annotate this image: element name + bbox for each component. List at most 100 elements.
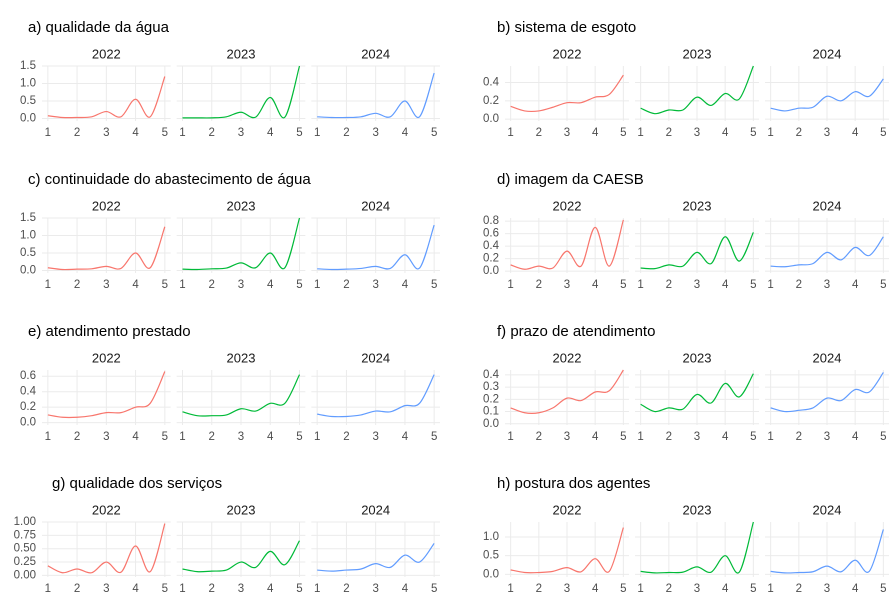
density-line — [317, 224, 435, 271]
x-tick-label: 2 — [74, 127, 80, 139]
density-line — [317, 72, 435, 119]
strip-label: 2024 — [813, 46, 842, 61]
y-tick-label: 0.4 — [20, 386, 37, 398]
panel-title: c) continuidade do abastecimento de água — [28, 171, 311, 188]
strip-label: 2022 — [92, 350, 121, 365]
x-tick-label: 1 — [179, 127, 185, 139]
x-tick-label: 1 — [314, 127, 320, 139]
x-tick-label: 1 — [507, 431, 513, 443]
x-tick-label: 5 — [431, 431, 437, 443]
x-tick-label: 5 — [296, 279, 302, 291]
strip-label: 2024 — [813, 502, 842, 517]
x-tick-label: 2 — [343, 127, 349, 139]
y-tick-label: 0.0 — [20, 417, 36, 429]
x-tick-label: 5 — [750, 583, 756, 595]
x-tick-label: 4 — [267, 127, 274, 139]
density-line — [510, 369, 624, 414]
x-tick-label: 4 — [592, 127, 599, 139]
x-tick-label: 5 — [620, 127, 626, 139]
x-tick-label: 4 — [722, 127, 729, 139]
y-tick-label: 0.0 — [20, 265, 36, 277]
x-tick-label: 3 — [564, 279, 570, 291]
x-tick-label: 4 — [852, 431, 859, 443]
x-tick-label: 2 — [209, 431, 215, 443]
x-tick-label: 4 — [267, 279, 274, 291]
x-tick-label: 4 — [722, 431, 729, 443]
density-line — [47, 76, 166, 119]
x-tick-label: 5 — [880, 127, 886, 139]
x-tick-label: 2 — [796, 127, 802, 139]
strip-label: 2024 — [361, 46, 390, 61]
x-tick-label: 4 — [402, 279, 409, 291]
y-tick-label: 1.5 — [20, 60, 36, 72]
x-tick-label: 3 — [238, 583, 244, 595]
x-tick-label: 3 — [372, 583, 378, 595]
x-tick-label: 3 — [694, 583, 700, 595]
strip-label: 2023 — [683, 502, 712, 517]
x-tick-label: 4 — [132, 431, 139, 443]
strip-label: 2023 — [227, 350, 256, 365]
y-tick-label: 1.5 — [20, 212, 36, 224]
density-line — [182, 217, 301, 271]
x-tick-label: 3 — [372, 127, 378, 139]
x-tick-label: 1 — [45, 431, 51, 443]
x-tick-label: 1 — [45, 583, 51, 595]
y-tick-label: 0.5 — [20, 95, 36, 107]
density-line — [510, 527, 624, 574]
x-tick-label: 4 — [592, 431, 599, 443]
y-tick-label: 1.0 — [20, 230, 36, 242]
x-tick-label: 1 — [45, 279, 51, 291]
y-tick-label: 0.4 — [483, 240, 500, 252]
x-tick-label: 1 — [45, 127, 51, 139]
x-tick-label: 2 — [74, 279, 80, 291]
density-line — [640, 373, 754, 413]
y-tick-label: 0.75 — [14, 529, 36, 541]
x-tick-label: 5 — [296, 583, 302, 595]
x-tick-label: 3 — [694, 279, 700, 291]
panel-title: e) atendimento prestado — [28, 323, 191, 340]
x-tick-label: 4 — [852, 583, 859, 595]
x-tick-label: 3 — [694, 127, 700, 139]
x-tick-label: 5 — [296, 127, 302, 139]
y-tick-label: 1.00 — [14, 516, 36, 528]
x-tick-label: 3 — [564, 127, 570, 139]
x-tick-label: 3 — [372, 431, 378, 443]
density-line — [640, 521, 754, 574]
x-tick-label: 4 — [852, 127, 859, 139]
x-tick-label: 3 — [564, 431, 570, 443]
x-tick-label: 3 — [824, 279, 830, 291]
x-tick-label: 2 — [666, 431, 672, 443]
x-tick-label: 2 — [209, 127, 215, 139]
x-tick-label: 2 — [536, 431, 542, 443]
strip-label: 2024 — [361, 198, 390, 213]
x-tick-label: 4 — [852, 279, 859, 291]
x-tick-label: 5 — [296, 431, 302, 443]
y-tick-label: 0.0 — [483, 418, 499, 430]
x-tick-label: 5 — [750, 431, 756, 443]
x-tick-label: 2 — [209, 279, 215, 291]
x-tick-label: 4 — [722, 583, 729, 595]
x-tick-label: 1 — [314, 583, 320, 595]
y-tick-label: 0.6 — [483, 228, 499, 240]
x-tick-label: 5 — [162, 279, 168, 291]
x-tick-label: 1 — [507, 583, 513, 595]
strip-label: 2024 — [813, 350, 842, 365]
x-tick-label: 1 — [637, 279, 643, 291]
strip-label: 2023 — [227, 198, 256, 213]
y-tick-label: 0.0 — [483, 265, 499, 277]
x-tick-label: 5 — [431, 583, 437, 595]
density-line — [47, 523, 166, 574]
x-tick-label: 3 — [238, 431, 244, 443]
x-tick-label: 3 — [564, 583, 570, 595]
x-tick-label: 3 — [103, 431, 109, 443]
y-tick-label: 0.0 — [20, 113, 36, 125]
y-tick-label: 0.2 — [20, 401, 36, 413]
x-tick-label: 1 — [767, 583, 773, 595]
x-tick-label: 2 — [796, 583, 802, 595]
x-tick-label: 5 — [880, 583, 886, 595]
x-tick-label: 3 — [238, 279, 244, 291]
density-line — [47, 371, 166, 419]
strip-label: 2023 — [227, 46, 256, 61]
strip-label: 2022 — [92, 502, 121, 517]
y-tick-label: 0.25 — [14, 556, 36, 568]
